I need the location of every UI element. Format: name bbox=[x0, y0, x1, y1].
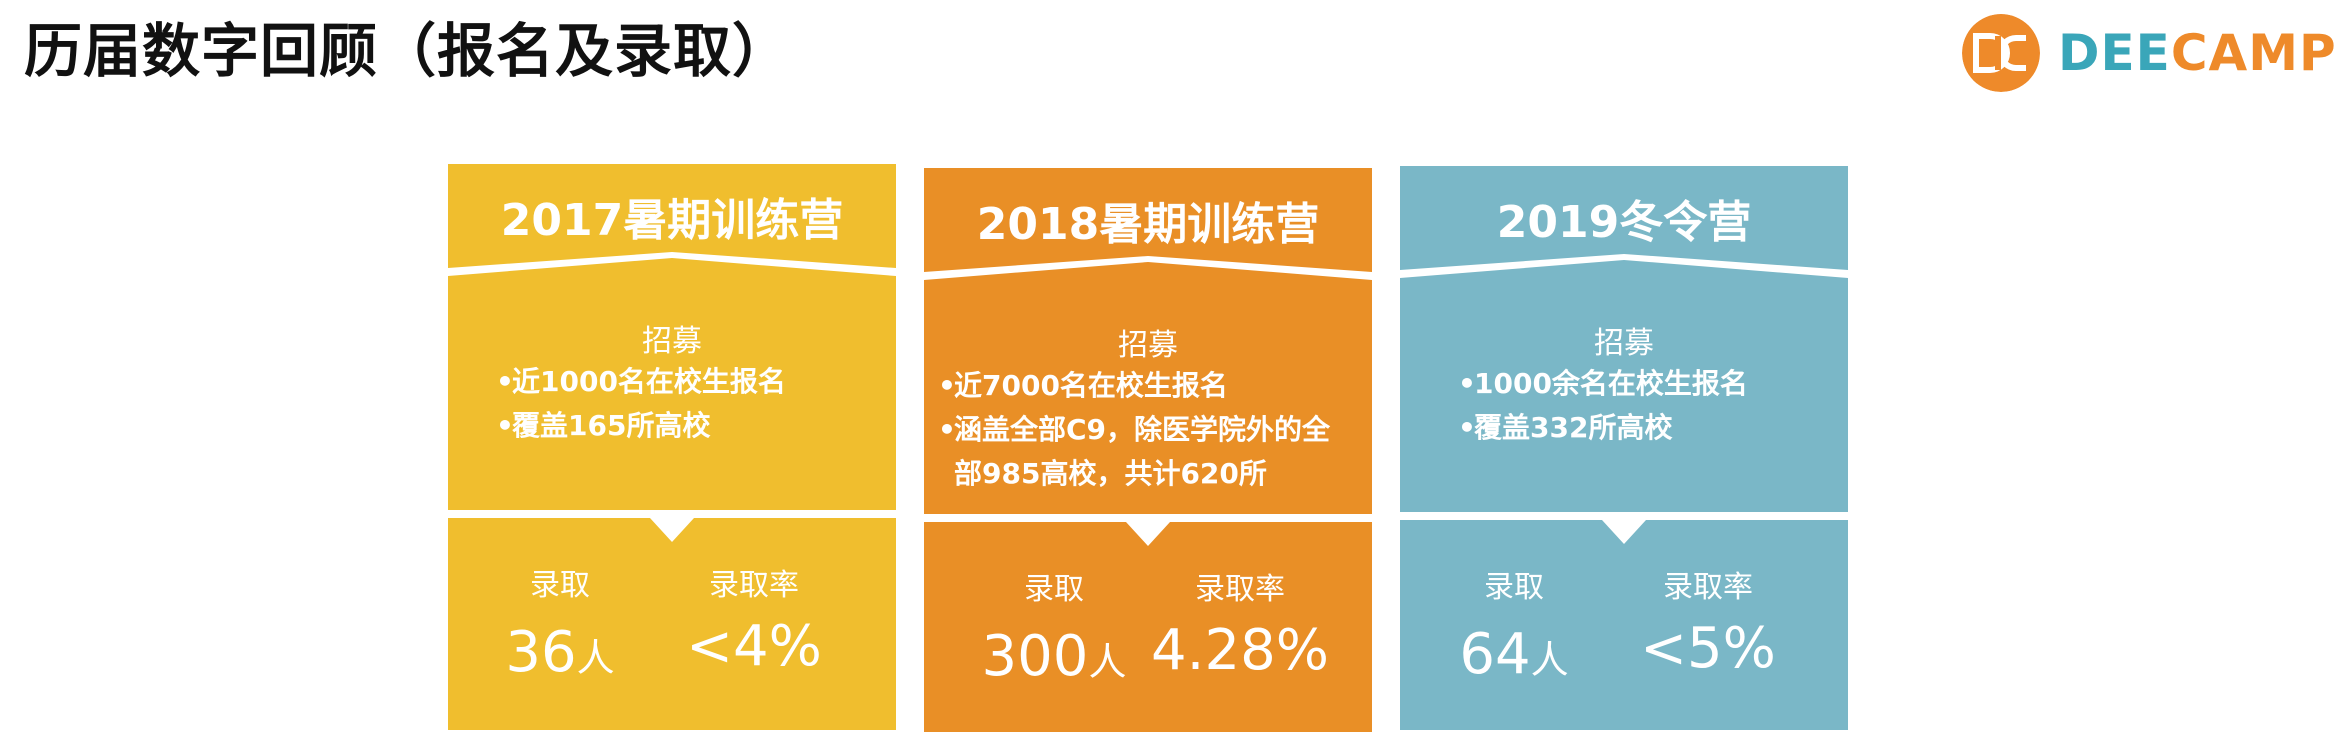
card-title: 2017暑期训练营 bbox=[500, 195, 844, 246]
bullet-item: 近1000名在校生报名 bbox=[496, 360, 872, 404]
rate-label: 录取率 bbox=[1195, 572, 1285, 607]
card-title: 2018暑期训练营 bbox=[976, 199, 1320, 250]
bullet-item: 近7000名在校生报名 bbox=[938, 364, 1352, 408]
recruit-bullets: 近1000名在校生报名 覆盖165所高校 bbox=[496, 360, 872, 448]
recruit-label: 招募 bbox=[1594, 326, 1654, 361]
admit-label: 录取 bbox=[530, 568, 590, 603]
page-title: 历届数字回顾（报名及录取） bbox=[24, 17, 792, 85]
rate-value: 4.28% bbox=[1151, 618, 1329, 683]
bullet-item: 1000余名在校生报名 bbox=[1458, 362, 1824, 406]
bullet-item: 涵盖全部C9，除医学院外的全部985高校，共计620所 bbox=[938, 408, 1352, 496]
admit-unit: 人 bbox=[1530, 638, 1569, 682]
logo-text-camp: CAMP bbox=[2170, 24, 2337, 82]
rate-value: <4% bbox=[686, 614, 822, 679]
admit-unit: 人 bbox=[1088, 640, 1127, 684]
card-2019-winter: 2019冬令营 招募 1000余名在校生报名 覆盖332所高校 录取 录取率 6… bbox=[1400, 166, 1848, 730]
recruit-label: 招募 bbox=[1118, 328, 1178, 363]
rate-label: 录取率 bbox=[1663, 570, 1753, 605]
bullet-item: 覆盖332所高校 bbox=[1458, 406, 1824, 450]
admit-number: 300 bbox=[981, 624, 1089, 689]
admit-number: 64 bbox=[1459, 622, 1531, 687]
card-2018-summer: 2018暑期训练营 招募 近7000名在校生报名 涵盖全部C9，除医学院外的全部… bbox=[924, 168, 1372, 732]
rate-label: 录取率 bbox=[709, 568, 799, 603]
deecamp-logo: DEECAMP bbox=[1962, 14, 2336, 94]
admit-label: 录取 bbox=[1484, 570, 1544, 605]
admit-value: 36人 bbox=[460, 620, 660, 685]
card-title: 2019冬令营 bbox=[1496, 197, 1752, 248]
bullet-item: 覆盖165所高校 bbox=[496, 404, 872, 448]
logo-wordmark: DEECAMP bbox=[2058, 24, 2337, 82]
admit-value: 64人 bbox=[1414, 622, 1614, 687]
admit-unit: 人 bbox=[576, 636, 615, 680]
admit-number: 36 bbox=[505, 620, 577, 685]
logo-text-dee: DEE bbox=[2058, 24, 2171, 82]
card-2017-summer: 2017暑期训练营 招募 近1000名在校生报名 覆盖165所高校 录取 录取率… bbox=[448, 164, 896, 730]
admit-value: 300人 bbox=[954, 624, 1154, 689]
rate-value: <5% bbox=[1640, 616, 1776, 681]
recruit-bullets: 近7000名在校生报名 涵盖全部C9，除医学院外的全部985高校，共计620所 bbox=[938, 364, 1352, 496]
admit-label: 录取 bbox=[1024, 572, 1084, 607]
recruit-label: 招募 bbox=[642, 324, 702, 359]
dc-logo-icon bbox=[1962, 14, 2040, 92]
recruit-bullets: 1000余名在校生报名 覆盖332所高校 bbox=[1458, 362, 1824, 450]
